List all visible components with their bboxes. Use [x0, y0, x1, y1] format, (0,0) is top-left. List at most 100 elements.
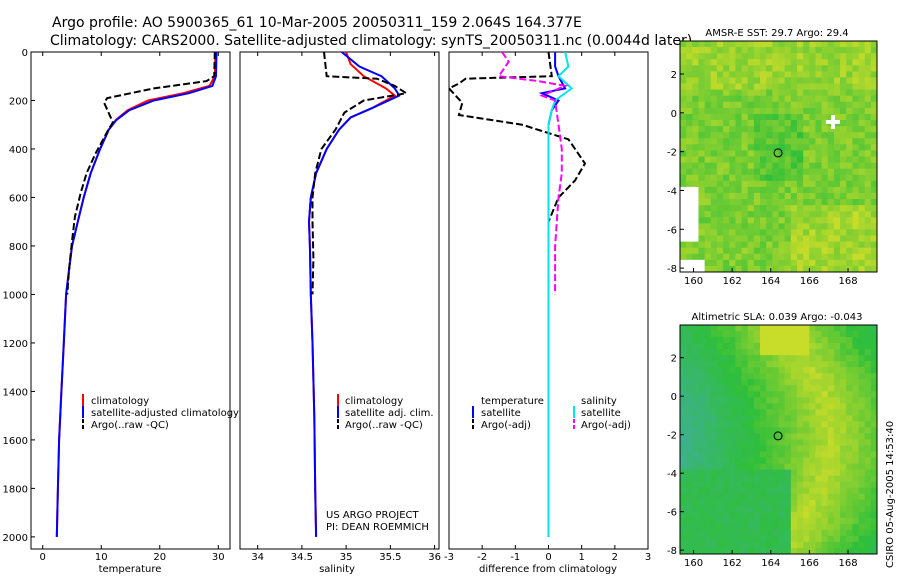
map-cell	[747, 192, 755, 200]
map-cell	[704, 439, 712, 446]
map-cell	[760, 445, 767, 452]
map-cell	[692, 409, 699, 416]
map-cell	[827, 223, 835, 230]
sst-map	[680, 41, 878, 273]
map-cell	[852, 499, 859, 507]
series-line-argo-raw-qc	[66, 52, 216, 295]
map-cell	[747, 475, 755, 483]
map-cell	[723, 174, 730, 182]
map-cell	[760, 205, 767, 212]
map-cell	[735, 241, 742, 249]
map-cell	[772, 385, 779, 392]
map-cell	[729, 397, 736, 404]
map-cell	[686, 361, 693, 368]
map-cell	[870, 199, 878, 206]
map-cell	[840, 469, 847, 477]
map-cell	[778, 379, 786, 386]
map-cell	[796, 451, 804, 458]
map-cell	[692, 174, 699, 182]
map-cell	[821, 493, 829, 501]
map-cell	[815, 397, 822, 404]
map-cell	[760, 373, 767, 380]
map-cell	[723, 487, 730, 495]
map-cell	[735, 138, 742, 145]
map-cell	[827, 337, 835, 344]
map-cell	[772, 367, 779, 374]
map-cell	[778, 205, 786, 212]
map-cell	[815, 439, 822, 446]
map-cell	[858, 451, 866, 458]
map-cell	[790, 265, 798, 273]
map-cell	[716, 77, 724, 84]
map-cell	[772, 337, 779, 344]
map-cell	[747, 229, 755, 236]
map-cell	[686, 126, 693, 133]
map-cell	[710, 186, 718, 194]
map-cell	[858, 101, 866, 109]
map-cell	[809, 367, 816, 374]
map-cell	[815, 331, 822, 338]
map-cell	[809, 529, 816, 537]
map-cell	[852, 397, 859, 404]
map-cell	[815, 433, 822, 440]
map-cell	[790, 529, 798, 537]
map-cell	[698, 205, 706, 212]
map-cell	[686, 409, 693, 416]
map-cell	[753, 469, 761, 477]
map-cell	[741, 343, 749, 350]
map-cell	[753, 343, 761, 350]
map-cell	[846, 409, 853, 416]
map-cell	[686, 391, 693, 398]
map-cell	[864, 235, 872, 243]
map-cell	[692, 247, 699, 255]
map-cell	[735, 397, 742, 404]
map-cell	[692, 331, 699, 338]
map-cell	[790, 71, 798, 78]
map-cell	[741, 162, 749, 170]
map-cell	[864, 113, 872, 121]
map-cell	[747, 156, 755, 163]
map-cell	[864, 481, 872, 489]
map-cell	[772, 547, 779, 555]
x-tick-label: -2	[477, 552, 487, 563]
map-cell	[704, 83, 712, 91]
map-cell	[723, 409, 730, 416]
map-cell	[747, 469, 755, 477]
map-cell	[741, 235, 749, 243]
map-cell	[864, 475, 872, 483]
map-cell	[760, 235, 767, 243]
map-cell	[852, 505, 859, 513]
map-cell	[840, 168, 847, 176]
map-cell	[747, 529, 755, 537]
map-cell	[815, 361, 822, 368]
map-cell	[852, 367, 859, 374]
map-cell	[803, 59, 810, 66]
map-cell	[735, 535, 742, 543]
map-cell	[852, 205, 859, 212]
map-cell	[840, 523, 847, 531]
map-cell	[686, 493, 693, 501]
map-cell	[858, 499, 866, 507]
map-cell	[870, 391, 878, 398]
map-cell	[686, 367, 693, 374]
map-cell	[778, 265, 786, 273]
map-cell	[827, 523, 835, 531]
map-cell	[766, 535, 773, 543]
map-cell	[729, 475, 736, 483]
map-cell	[778, 138, 786, 145]
map-cell	[741, 113, 749, 121]
map-cell	[692, 541, 699, 549]
map-cell	[704, 451, 712, 458]
map-cell	[686, 325, 693, 332]
map-cell	[741, 229, 749, 236]
map-cell	[870, 65, 878, 72]
map-cell	[680, 59, 687, 66]
map-cell	[716, 343, 724, 350]
map-cell	[840, 247, 847, 255]
map-cell	[778, 199, 786, 206]
temperature-legend: climatology satellite-adjusted climatolo…	[82, 394, 239, 431]
map-cell	[790, 397, 798, 404]
map-cell	[864, 59, 872, 66]
sst-map-title: AMSR-E SST: 29.7 Argo: 29.4	[705, 28, 848, 39]
map-cell	[815, 457, 822, 465]
